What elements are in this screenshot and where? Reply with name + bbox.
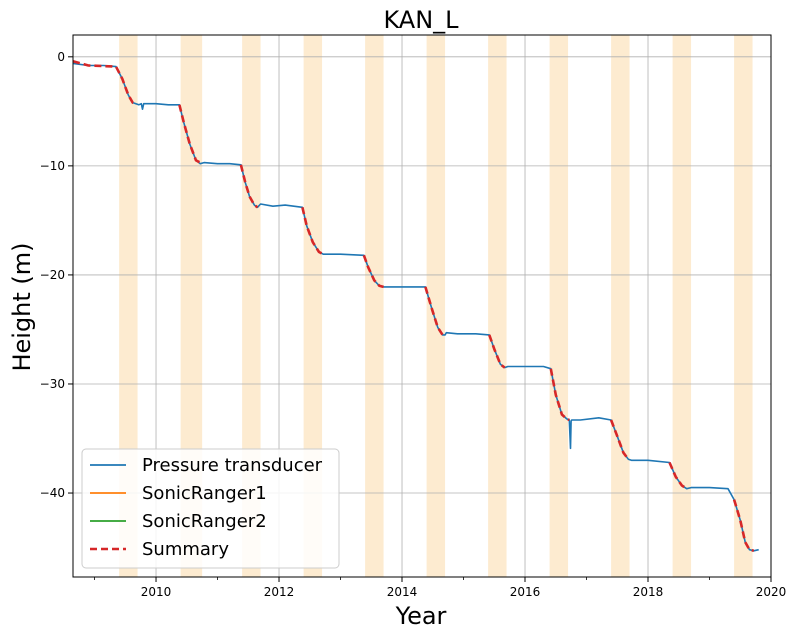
- series-line-summary: [362, 254, 384, 289]
- melt-season-bands: [119, 35, 753, 577]
- melt-season-band: [734, 35, 753, 577]
- y-tick-label: −10: [40, 159, 65, 173]
- melt-season-band: [180, 35, 203, 577]
- series-line-summary: [424, 286, 446, 337]
- y-axis-label: Height (m): [8, 242, 36, 371]
- plot-frame: [72, 34, 772, 578]
- series-line-pressure-transducer: [72, 62, 759, 552]
- y-tick-label: −40: [40, 486, 65, 500]
- y-tick-label: −30: [40, 377, 65, 391]
- series-line-summary: [732, 499, 755, 553]
- melt-season-band: [672, 35, 692, 577]
- y-tick-label: 0: [57, 50, 65, 64]
- series-line-summary: [549, 368, 570, 422]
- x-axis-ticks: 2010 2012 2014 2016 2018 2020: [94, 577, 787, 599]
- series-line-summary: [178, 104, 201, 164]
- x-axis-label: Year: [395, 602, 447, 630]
- melt-season-band: [242, 35, 261, 577]
- series-line-summary: [72, 59, 137, 105]
- melt-season-band: [426, 35, 446, 577]
- series-lines: [72, 59, 759, 553]
- x-tick-label: 2012: [264, 585, 295, 599]
- chart-title: KAN_L: [383, 6, 459, 34]
- legend-label: SonicRanger2: [142, 511, 267, 532]
- x-tick-label: 2010: [141, 585, 172, 599]
- series-line-summary: [488, 334, 506, 369]
- x-tick-label: 2020: [756, 585, 787, 599]
- y-tick-label: −20: [40, 268, 65, 282]
- melt-season-band: [611, 35, 630, 577]
- x-tick-label: 2018: [633, 585, 664, 599]
- melt-season-band: [303, 35, 323, 577]
- melt-season-band: [488, 35, 507, 577]
- legend-label: Summary: [142, 539, 229, 560]
- melt-season-band: [119, 35, 138, 577]
- legend-label: SonicRanger1: [142, 483, 267, 504]
- series-line-summary: [301, 207, 324, 256]
- legend-label: Pressure transducer: [142, 455, 323, 476]
- legend: Pressure transducer SonicRanger1 SonicRang…: [81, 448, 340, 569]
- melt-season-band: [365, 35, 384, 577]
- x-tick-label: 2014: [387, 585, 418, 599]
- series-line-summary: [239, 164, 259, 209]
- x-tick-label: 2016: [510, 585, 541, 599]
- y-axis-ticks: 0 −10 −20 −30 −40: [40, 50, 73, 500]
- melt-season-band: [549, 35, 569, 577]
- series-line-summary: [609, 419, 630, 460]
- legend-box: [81, 448, 340, 569]
